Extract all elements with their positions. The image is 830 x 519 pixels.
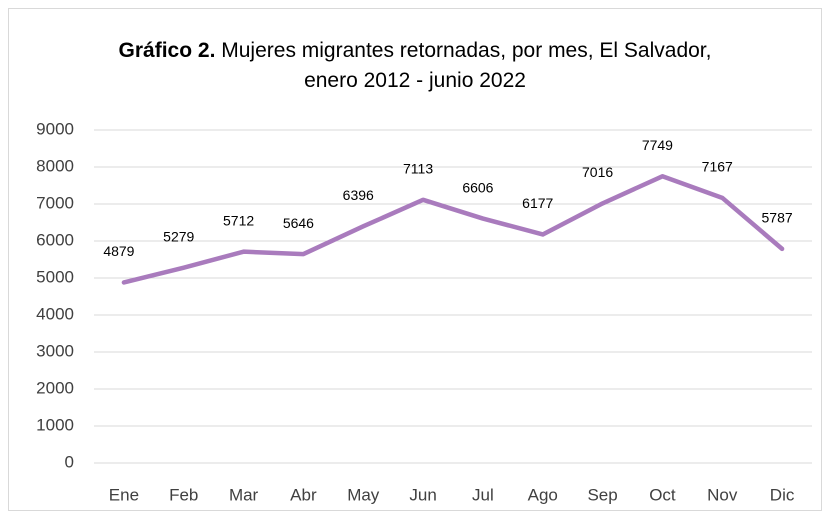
x-tick-label: May (347, 485, 380, 504)
y-tick-label: 6000 (36, 230, 74, 249)
x-tick-label: Oct (649, 485, 676, 504)
chart-border (8, 8, 822, 511)
x-tick-label: Ago (528, 485, 558, 504)
x-tick-label: Feb (169, 485, 198, 504)
y-tick-label: 4000 (36, 304, 74, 323)
data-label: 5646 (283, 215, 314, 231)
title-prefix: Gráfico 2. (118, 39, 216, 62)
data-label: 6606 (462, 179, 493, 195)
y-tick-label: 7000 (36, 193, 74, 212)
y-tick-label: 1000 (36, 415, 74, 434)
y-tick-label: 3000 (36, 341, 74, 360)
x-tick-label: Abr (290, 485, 317, 504)
data-label: 7749 (642, 137, 673, 153)
x-tick-label: Sep (587, 485, 617, 504)
y-tick-label: 5000 (36, 267, 74, 286)
x-tick-label: Nov (707, 485, 738, 504)
title-text: Mujeres migrantes retornadas, por mes, E… (221, 39, 712, 92)
data-label: 5279 (163, 228, 194, 244)
data-label: 4879 (103, 243, 134, 259)
y-tick-label: 0 (65, 452, 74, 471)
data-line (121, 174, 785, 285)
data-label: 5787 (762, 210, 793, 226)
x-tick-label: Ene (109, 485, 139, 504)
data-label: 7016 (582, 164, 613, 180)
data-label: 5712 (223, 212, 254, 228)
y-tick-label: 2000 (36, 378, 74, 397)
x-tick-label: Jun (409, 485, 436, 504)
data-label: 7113 (403, 161, 433, 177)
y-tick-label: 9000 (36, 119, 74, 138)
x-tick-label: Jul (472, 485, 494, 504)
data-label: 6177 (522, 195, 553, 211)
y-tick-label: 8000 (36, 156, 74, 175)
data-label: 7167 (702, 159, 733, 175)
x-tick-label: Mar (229, 485, 259, 504)
chart-title: Gráfico 2. Mujeres migrantes retornadas,… (115, 36, 715, 96)
data-label: 6396 (343, 187, 374, 203)
x-tick-label: Dic (770, 485, 795, 504)
